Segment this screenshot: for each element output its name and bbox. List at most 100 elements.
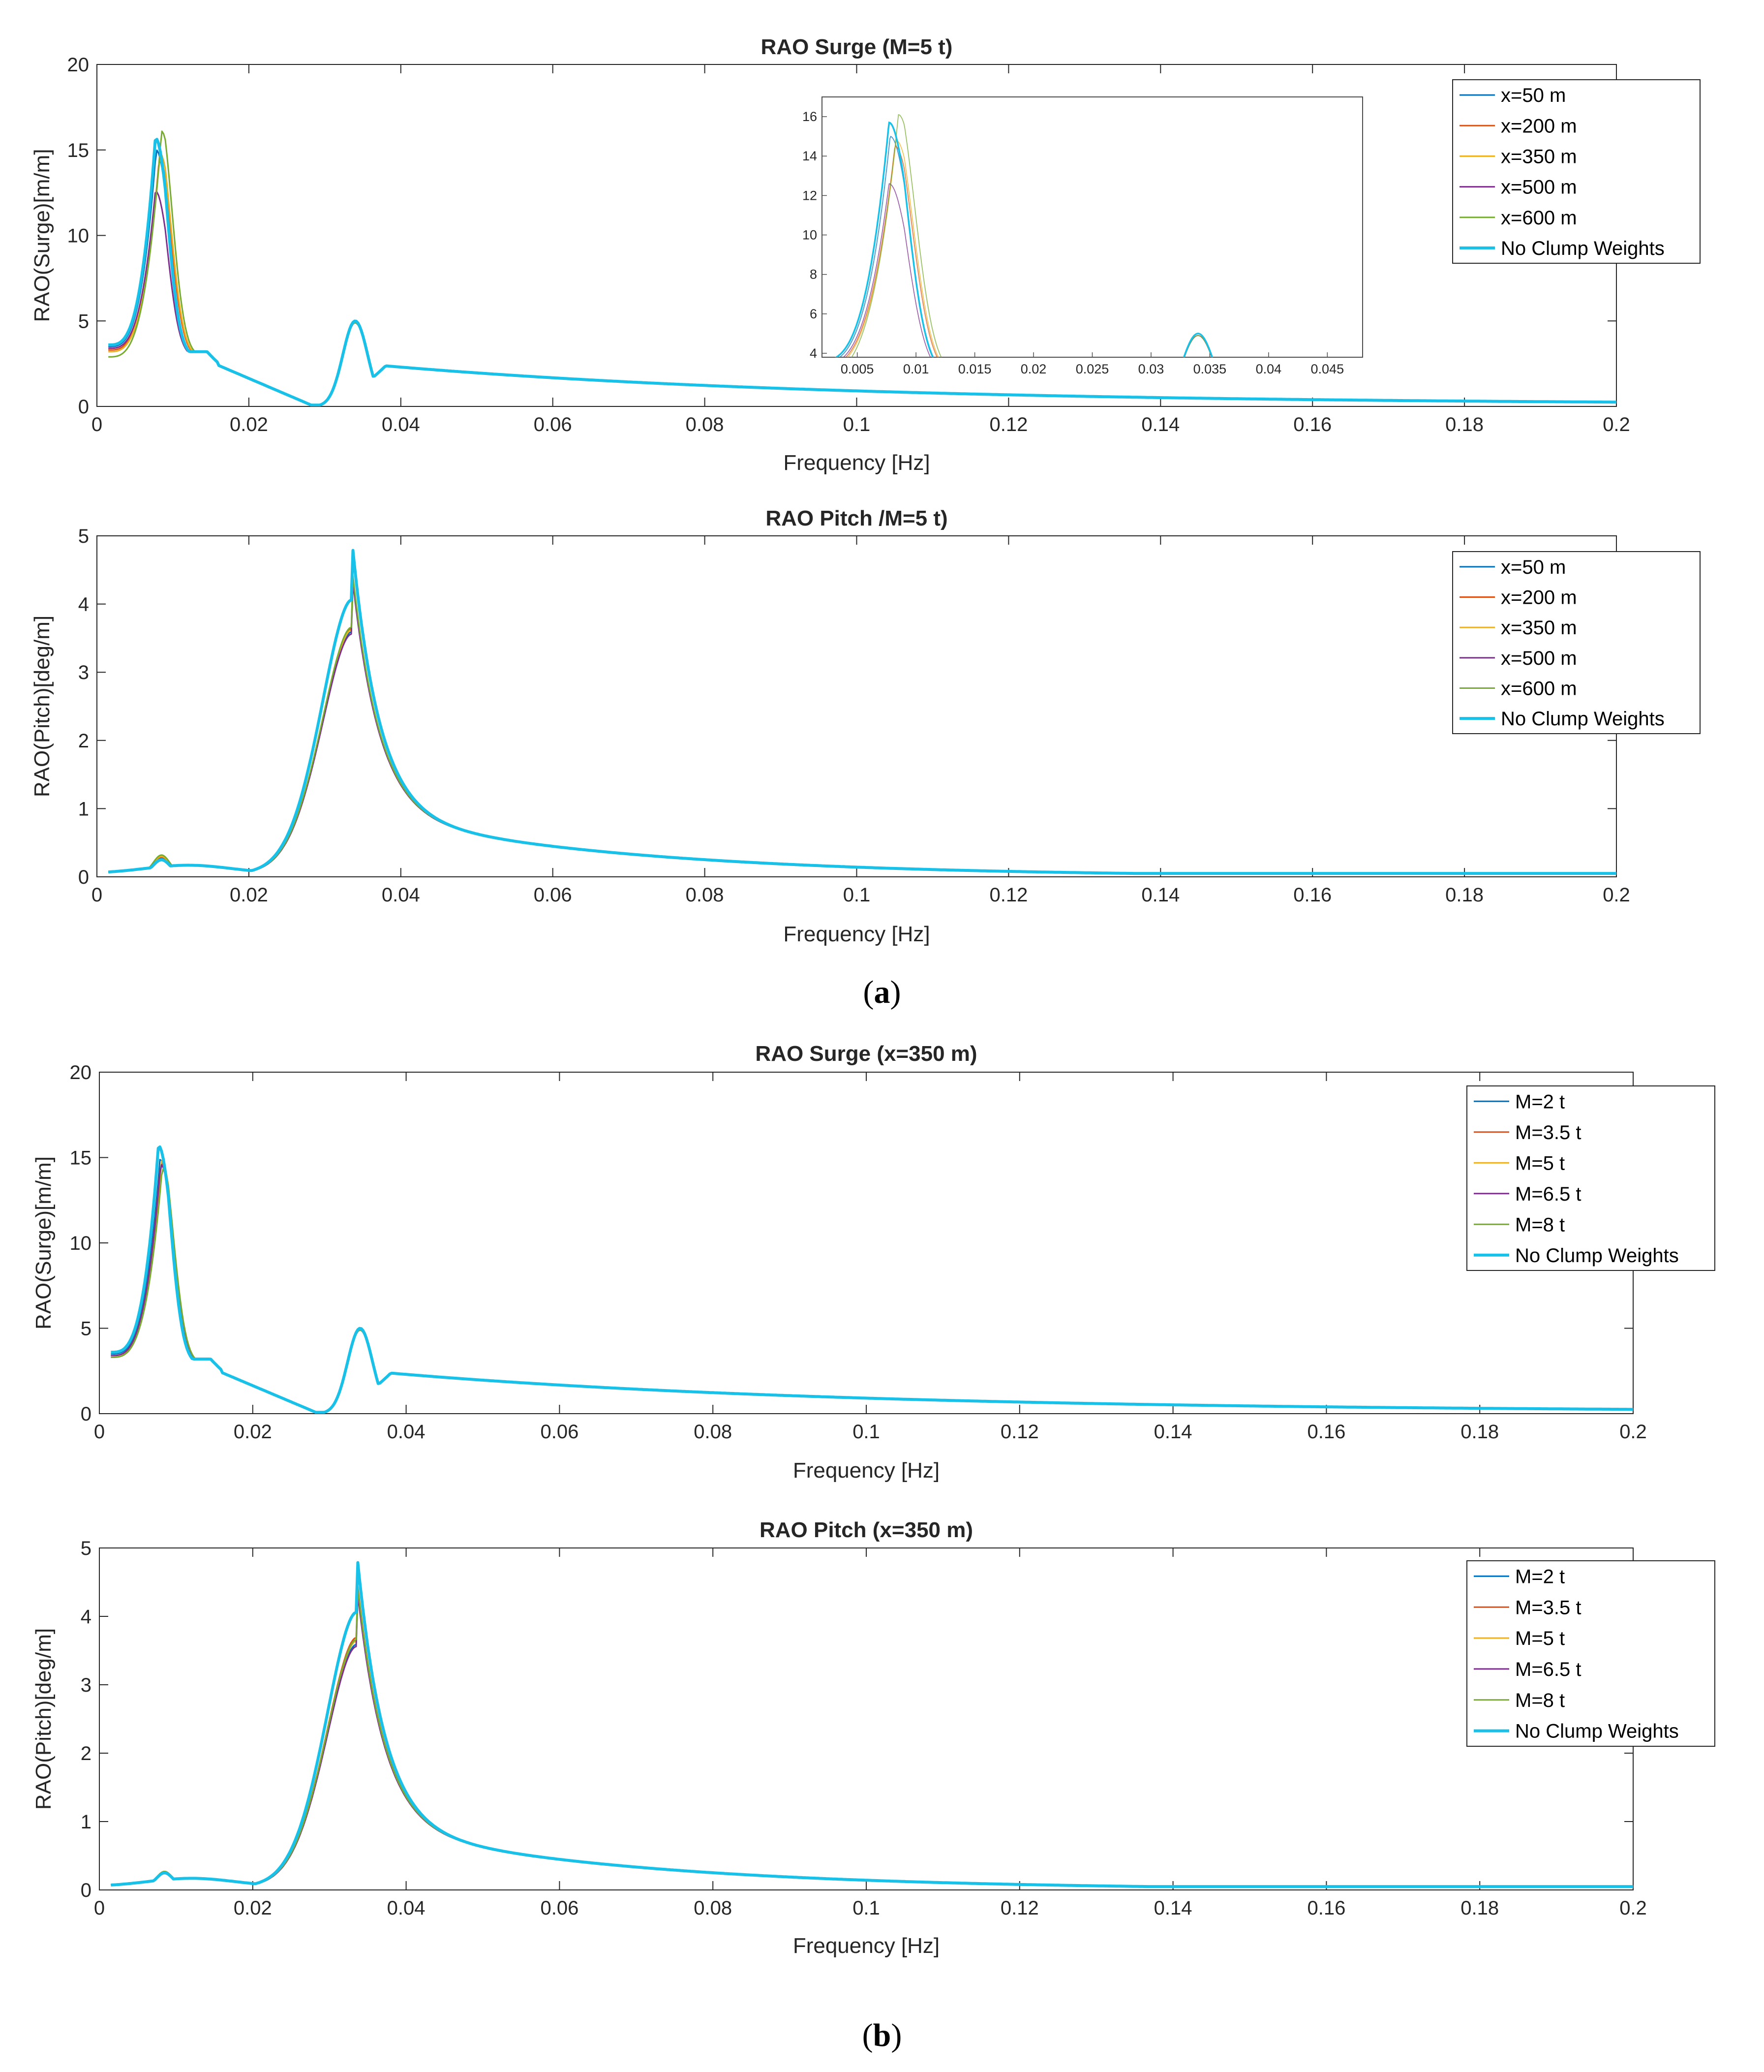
surge-x350-xtick-label: 0.18 xyxy=(1460,1421,1499,1443)
pitch-x350-legend-label: M=8 t xyxy=(1515,1690,1565,1711)
pitch-m5-title: RAO Pitch /M=5 t) xyxy=(765,506,947,530)
pitch-m5-xlabel: Frequency [Hz] xyxy=(783,922,930,946)
surge-m5-ylabel: RAO(Surge)[m/m] xyxy=(30,149,54,322)
panel-label-a-letter: a xyxy=(874,974,890,1010)
surge-m5-title: RAO Surge (M=5 t) xyxy=(761,35,953,59)
surge-m5-inset-ytick-label: 12 xyxy=(802,188,817,203)
surge-x350-axes-box xyxy=(99,1072,1634,1414)
surge-m5-inset-series-cyan xyxy=(834,121,1214,357)
pitch-m5-xtick-label: 0 xyxy=(91,884,102,906)
pitch-x350-legend-label: M=5 t xyxy=(1515,1628,1565,1649)
surge-m5-inset-series-green xyxy=(851,114,1213,357)
surge-m5-inset-xtick-label: 0.015 xyxy=(958,362,992,376)
surge-m5-xtick-label: 0 xyxy=(91,414,102,435)
surge-m5-series-cyan xyxy=(108,138,1616,406)
surge-m5-chart: RAO Surge (M=5 t) 0 0.02 0.04 0.06 0.08 0.1 0.1… xyxy=(30,35,1701,475)
surge-m5-legend-label: x=350 m xyxy=(1501,146,1577,167)
surge-x350-xtick-label: 0.12 xyxy=(1001,1421,1039,1443)
surge-x350-xtick-label: 0.04 xyxy=(387,1421,426,1443)
pitch-x350-series-cyan xyxy=(111,1561,1633,1888)
surge-m5-legend-label: x=50 m xyxy=(1501,85,1566,106)
surge-m5-xtick-label: 0.2 xyxy=(1603,414,1630,435)
surge-x350-xtick-label: 0 xyxy=(94,1421,105,1443)
surge-x350-legend-label: M=3.5 t xyxy=(1515,1122,1582,1144)
surge-m5-legend: x=50 m x=200 m x=350 m x=500 m x=600 m No Clu… xyxy=(1452,79,1701,264)
pitch-m5-legend-label: x=500 m xyxy=(1501,648,1577,669)
pitch-m5-xtick-label: 0.1 xyxy=(843,884,871,906)
charts-group: RAO Surge (M=5 t) 0 0.02 0.04 0.06 0.08 0.1 0.1… xyxy=(30,35,1715,1958)
pitch-x350-xtick-label: 0.1 xyxy=(852,1897,880,1919)
surge-m5-xtick-label: 0.18 xyxy=(1445,414,1484,435)
pitch-m5-series-cyan xyxy=(108,549,1616,875)
surge-m5-legend-box xyxy=(1452,79,1701,264)
surge-x350-legend-label: M=2 t xyxy=(1515,1091,1565,1113)
surge-x350-xtick-label: 0.08 xyxy=(694,1421,732,1443)
pitch-x350-series-group xyxy=(111,1561,1633,1888)
surge-x350-ytick-label: 15 xyxy=(70,1147,92,1169)
surge-x350-series-cyan xyxy=(111,1145,1633,1414)
surge-m5-xlabel: Frequency [Hz] xyxy=(783,451,930,475)
pitch-x350-legend-label: M=2 t xyxy=(1515,1566,1565,1587)
pitch-m5-legend-box xyxy=(1452,551,1701,734)
surge-m5-xtick-label: 0.04 xyxy=(382,414,420,435)
surge-m5-series-group xyxy=(108,130,1616,406)
surge-m5-inset-xtick-label: 0.025 xyxy=(1076,362,1109,376)
pitch-m5-xtick-label: 0.12 xyxy=(989,884,1028,906)
surge-x350-xtick-label: 0.14 xyxy=(1154,1421,1192,1443)
surge-m5-inset-series-yellow xyxy=(847,140,1213,357)
pitch-m5-series-group xyxy=(108,549,1616,875)
surge-x350-legend-label: M=5 t xyxy=(1515,1152,1565,1174)
surge-m5-legend-label: No Clump Weights xyxy=(1501,238,1665,259)
surge-m5-inset-ytick-label: 8 xyxy=(810,267,817,282)
pitch-m5-ytick-label: 1 xyxy=(78,798,89,820)
pitch-m5-xtick-label: 0.02 xyxy=(230,884,268,906)
pitch-x350-xtick-label: 0.06 xyxy=(540,1897,578,1919)
pitch-x350-chart: RAO Pitch (x=350 m) 0 0.02 0.04 0.06 0.08 0.1 0… xyxy=(31,1518,1715,1958)
surge-m5-legend-label: x=500 m xyxy=(1501,177,1577,198)
surge-x350-xtick-label: 0.16 xyxy=(1307,1421,1345,1443)
pitch-m5-xtick-label: 0.14 xyxy=(1141,884,1180,906)
surge-m5-inset-xtick-label: 0.02 xyxy=(1021,362,1047,376)
pitch-x350-legend: M=2 t M=3.5 t M=5 t M=6.5 t M=8 t No Clump We… xyxy=(1466,1560,1715,1747)
pitch-m5-ytick-label: 3 xyxy=(78,662,89,683)
surge-x350-ylabel: RAO(Surge)[m/m] xyxy=(31,1156,56,1330)
surge-x350-ytick-label: 10 xyxy=(70,1233,92,1254)
pitch-x350-legend-box xyxy=(1466,1560,1715,1747)
pitch-x350-ytick-label: 2 xyxy=(81,1743,91,1764)
surge-x350-legend-label: M=6.5 t xyxy=(1515,1183,1582,1205)
surge-m5-ytick-label: 15 xyxy=(67,140,90,161)
pitch-x350-ytick-label: 5 xyxy=(81,1538,91,1559)
pitch-x350-legend-label: M=6.5 t xyxy=(1515,1659,1582,1680)
surge-x350-ytick-label: 5 xyxy=(81,1318,91,1340)
surge-m5-ytick-label: 0 xyxy=(78,396,89,418)
surge-m5-inset-xtick-label: 0.01 xyxy=(903,362,929,376)
surge-m5-xtick-label: 0.06 xyxy=(534,414,572,435)
surge-x350-chart: RAO Surge (x=350 m) 0 0.02 0.04 0.06 0.08 0.1 0… xyxy=(31,1042,1715,1483)
surge-m5-legend-label: x=200 m xyxy=(1501,115,1577,137)
surge-m5-inset-ytick-label: 14 xyxy=(802,149,817,163)
panel-label-b: (b) xyxy=(862,2017,902,2053)
pitch-x350-ylabel: RAO(Pitch)[deg/m] xyxy=(31,1628,56,1810)
pitch-x350-ytick-label: 4 xyxy=(81,1606,91,1628)
pitch-x350-xtick-label: 0.04 xyxy=(387,1897,426,1919)
pitch-m5-ytick-label: 0 xyxy=(78,866,89,888)
pitch-m5-xtick-label: 0.2 xyxy=(1603,884,1630,906)
panel-label-a: (a) xyxy=(863,974,901,1010)
surge-m5-xtick-label: 0.16 xyxy=(1293,414,1332,435)
pitch-x350-xtick-label: 0.16 xyxy=(1307,1897,1345,1919)
surge-m5-inset-ytick-label: 16 xyxy=(802,109,817,124)
pitch-m5-legend-label: x=200 m xyxy=(1501,587,1577,609)
surge-m5-inset-xtick-label: 0.045 xyxy=(1311,362,1344,376)
pitch-m5-xtick-label: 0.16 xyxy=(1293,884,1332,906)
surge-x350-ytick-label: 20 xyxy=(70,1062,92,1083)
surge-x350-xtick-label: 0.06 xyxy=(540,1421,578,1443)
surge-x350-legend-box xyxy=(1466,1085,1715,1271)
surge-m5-xtick-label: 0.02 xyxy=(230,414,268,435)
surge-m5-xtick-label: 0.08 xyxy=(686,414,724,435)
surge-m5-legend-label: x=600 m xyxy=(1501,207,1577,229)
pitch-m5-ytick-label: 5 xyxy=(78,526,89,547)
pitch-m5-xtick-label: 0.18 xyxy=(1445,884,1484,906)
pitch-m5-xtick-label: 0.08 xyxy=(686,884,724,906)
surge-x350-xtick-label: 0.1 xyxy=(852,1421,880,1443)
pitch-x350-xtick-label: 0.18 xyxy=(1460,1897,1499,1919)
